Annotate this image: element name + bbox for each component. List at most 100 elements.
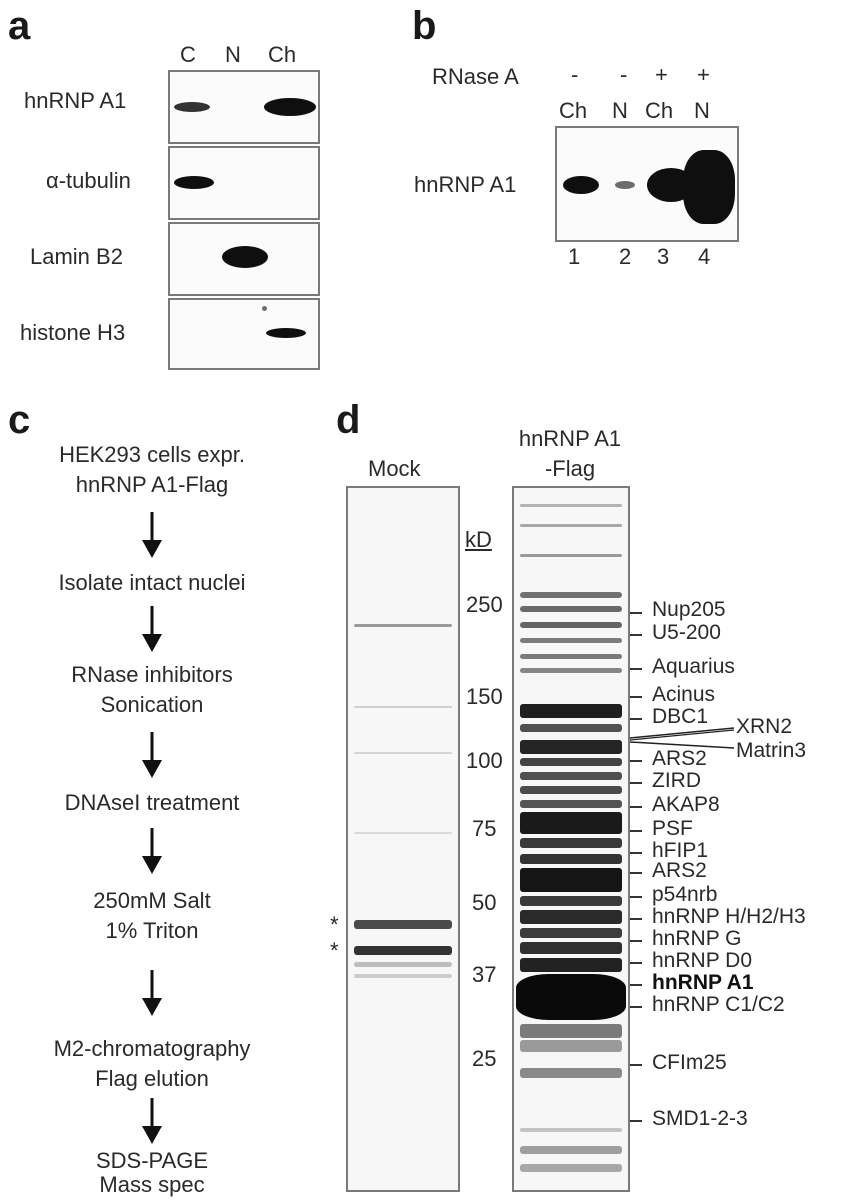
leader-lines	[629, 727, 735, 749]
tick	[630, 782, 642, 784]
gel-band	[520, 928, 622, 938]
gel-band	[354, 946, 452, 955]
protein-ars2-2: ARS2	[652, 859, 707, 882]
step-3-line-1: RNase inhibitors	[71, 662, 233, 687]
gel-band	[520, 592, 622, 598]
gel-band	[354, 752, 452, 754]
lane-label-ch: Ch	[268, 42, 297, 67]
gel-band	[520, 554, 622, 557]
row-label-hnrnp-a1: hnRNP A1	[24, 88, 127, 113]
marker-75: 75	[472, 816, 497, 841]
gel-hnrnp-a1-flag	[512, 486, 630, 1192]
tick	[630, 896, 642, 898]
gel-band	[520, 1024, 622, 1038]
protein-ars2: ARS2	[652, 747, 707, 770]
gel-band	[354, 706, 452, 708]
row-label-lamin-b2: Lamin B2	[30, 244, 123, 269]
panel-a-label: a	[8, 4, 31, 48]
tick	[630, 1120, 642, 1122]
row-label-histone-h3: histone H3	[20, 320, 126, 345]
marker-150: 150	[466, 684, 503, 709]
gel-band	[520, 740, 622, 754]
protein-hnrnp-c1-c2: hnRNP C1/C2	[652, 993, 785, 1016]
step-1-line-2: hnRNP A1-Flag	[75, 472, 229, 497]
marker-100: 100	[466, 748, 503, 773]
lane-b-3: Ch	[645, 98, 674, 123]
step-6-line-2: Flag elution	[95, 1066, 209, 1091]
lane-number-1: 1	[568, 244, 581, 269]
gel-band	[520, 812, 622, 834]
gel-band	[520, 896, 622, 906]
protein-smd1-2-3: SMD1-2-3	[652, 1107, 748, 1130]
tick	[630, 612, 642, 614]
gel-band	[520, 654, 622, 659]
tick	[630, 830, 642, 832]
sign-4: +	[697, 62, 710, 87]
gel-band	[520, 1068, 622, 1078]
lane-number-4: 4	[698, 244, 711, 269]
arrow-down-icon	[142, 828, 162, 874]
protein-psf: PSF	[652, 817, 693, 840]
gel-band	[354, 624, 452, 627]
band	[615, 181, 635, 189]
band	[264, 98, 316, 116]
step-3-line-2: Sonication	[100, 692, 204, 717]
blot-a-lamin-b2	[168, 222, 320, 296]
treatment-label: RNase A	[432, 64, 519, 89]
marker-25: 25	[472, 1046, 497, 1071]
marker-250: 250	[466, 592, 503, 617]
panel-c-label: c	[8, 398, 31, 442]
gel-band	[520, 504, 622, 507]
band	[174, 176, 214, 189]
tick	[630, 1006, 642, 1008]
band	[563, 176, 599, 194]
tick	[630, 918, 642, 920]
gel-band	[520, 638, 622, 643]
tick	[630, 872, 642, 874]
gel-band	[354, 962, 452, 967]
gel-band	[354, 832, 452, 834]
protein-xrn2: XRN2	[736, 715, 793, 738]
blot-a-hnrnp-a1	[168, 70, 320, 144]
step-6-line-1: M2-chromatography	[53, 1036, 251, 1061]
protein-matrin3: Matrin3	[736, 739, 807, 762]
gel-band	[520, 958, 622, 972]
gel-band	[516, 974, 626, 1020]
gel-band	[520, 772, 622, 780]
gel-band	[520, 724, 622, 732]
band	[174, 102, 210, 112]
arrow-down-icon	[142, 512, 162, 558]
arrow-down-icon	[142, 606, 162, 652]
step-4-line-1: DNAseI treatment	[64, 790, 240, 815]
lane-number-2: 2	[619, 244, 632, 269]
tick	[630, 668, 642, 670]
gel-band	[520, 800, 622, 808]
tick	[630, 984, 642, 986]
gel-band	[520, 786, 622, 794]
lane-number-3: 3	[657, 244, 670, 269]
lane-label-n: N	[225, 42, 241, 67]
speck	[262, 306, 267, 311]
blot-a-histone-h3	[168, 298, 320, 370]
asterisk-1: *	[330, 912, 339, 937]
gel-band	[354, 920, 452, 929]
marker-50: 50	[472, 890, 497, 915]
gel-band	[520, 622, 622, 628]
lane-label-mock: Mock	[368, 456, 421, 481]
arrow-down-icon	[142, 732, 162, 778]
step-5-line-1: 250mM Salt	[93, 888, 211, 913]
sign-1: -	[571, 62, 579, 87]
tick	[630, 760, 642, 762]
gel-band	[520, 1040, 622, 1052]
step-2-line-1: Isolate intact nuclei	[58, 570, 246, 595]
panel-d-label: d	[336, 398, 361, 442]
gel-mock	[346, 486, 460, 1192]
gel-band	[520, 942, 622, 954]
marker-37: 37	[472, 962, 497, 987]
tick	[630, 806, 642, 808]
protein-aquarius: Aquarius	[652, 655, 735, 678]
band	[222, 246, 268, 268]
protein-cfim25: CFIm25	[652, 1051, 727, 1074]
gel-band	[520, 524, 622, 527]
gel-band	[520, 868, 622, 892]
